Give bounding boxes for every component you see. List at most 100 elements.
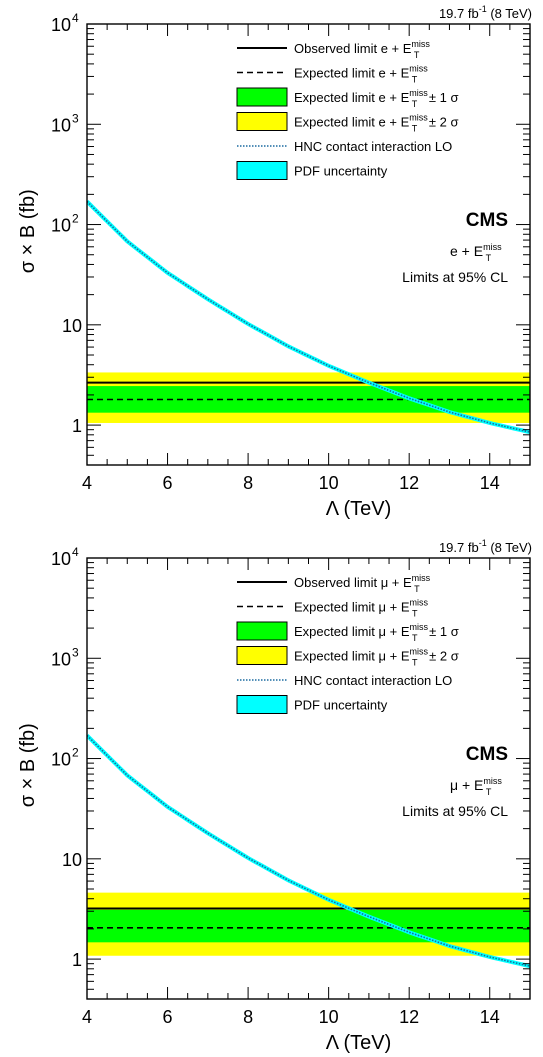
y-axis-title: σ × B (fb) <box>17 723 39 807</box>
legend-text: Expected limit e + E <box>294 66 410 81</box>
x-tick-label: 8 <box>243 1007 253 1027</box>
legend-label: Expected limit μ + Emiss T <box>294 598 429 619</box>
y-tick-exponent: 3 <box>72 645 79 659</box>
plot-area <box>87 200 530 435</box>
legend-text: Expected limit e + E <box>294 115 410 130</box>
y-tick-label: 10 <box>51 15 71 35</box>
legend-suffix: ± 2 σ <box>425 115 458 130</box>
y-axis-title: σ × B (fb) <box>17 189 39 273</box>
x-tick-label: 6 <box>163 1007 173 1027</box>
cms-label: CMS <box>466 744 508 765</box>
y-tick-label: 10 <box>51 649 71 669</box>
y-tick-base: 10 <box>51 750 71 770</box>
legend-label: HNC contact interaction LO <box>294 673 452 688</box>
legend-sub: T <box>412 99 418 109</box>
legend-sub: T <box>412 124 418 134</box>
theory-curve <box>87 200 530 433</box>
legend-sub: T <box>414 584 420 594</box>
lumi-unit-exponent: -1 <box>479 4 487 14</box>
legend-sup: miss <box>409 88 428 98</box>
legend-label: Expected limit μ + Emiss T ± 1 σ <box>294 622 459 643</box>
y-tick-label: 10 <box>51 750 71 770</box>
channel-label: e + Emiss T <box>450 242 502 263</box>
y-tick-base: 10 <box>51 115 71 135</box>
channel-sup: miss <box>483 242 502 252</box>
legend-label: Observed limit μ + Emiss T <box>294 573 431 594</box>
band-1sigma <box>87 909 530 943</box>
legend-label: Expected limit e + Emiss T <box>294 64 428 85</box>
y-tick-base: 10 <box>62 316 82 336</box>
legend-text: Expected limit μ + E <box>294 600 410 615</box>
x-tick-label: 12 <box>399 473 419 493</box>
x-axis-title: Λ (TeV) <box>326 1032 392 1054</box>
x-tick-label: 10 <box>319 1007 339 1027</box>
lumi-unit-exponent: -1 <box>479 538 487 548</box>
legend-sub: T <box>412 658 418 668</box>
theory-curve <box>87 734 530 967</box>
y-tick-label: 10 <box>51 216 71 236</box>
y-tick-label: 1 <box>72 950 82 970</box>
legend-label: HNC contact interaction LO <box>294 139 452 154</box>
legend-text: Observed limit μ + E <box>294 575 412 590</box>
x-tick-label: 12 <box>399 1007 419 1027</box>
y-tick-exponent: 2 <box>72 212 79 226</box>
legend-swatch-green-box <box>236 87 288 107</box>
channel-sub: T <box>486 253 492 263</box>
legend-suffix: ± 2 σ <box>426 649 459 664</box>
y-tick-base: 1 <box>72 416 82 436</box>
legend-sub: T <box>412 75 418 85</box>
legend-sub: T <box>412 633 418 643</box>
legend-sup: miss <box>409 113 428 123</box>
luminosity-label: 19.7 fb-1 (8 TeV) <box>439 4 532 21</box>
legend-swatch-green-box <box>236 621 288 641</box>
y-tick-label: 10 <box>62 850 82 870</box>
cl-label: Limits at 95% CL <box>402 803 508 819</box>
channel-text: e + E <box>450 243 483 259</box>
legend-text: PDF uncertainty <box>294 164 388 179</box>
channel-sup: miss <box>483 776 502 786</box>
y-tick-exponent: 2 <box>72 746 79 760</box>
channel-text: μ + E <box>450 777 483 793</box>
cms-label: CMS <box>466 210 508 231</box>
legend-label: Expected limit e + Emiss T ± 1 σ <box>294 88 458 109</box>
legend-swatch-cyan-box <box>236 695 288 714</box>
legend-label: Expected limit μ + Emiss T ± 2 σ <box>294 647 459 668</box>
y-tick-label: 10 <box>51 115 71 135</box>
y-tick-label: 10 <box>51 549 71 569</box>
legend-suffix: ± 1 σ <box>425 90 458 105</box>
y-tick-label: 1 <box>72 416 82 436</box>
legend-swatch-yellow-box <box>236 112 288 131</box>
lumi-energy: (8 TeV) <box>487 540 532 555</box>
x-tick-label: 8 <box>243 473 253 493</box>
legend-swatch-yellow-box <box>236 646 288 665</box>
legend-suffix: ± 1 σ <box>426 624 459 639</box>
lumi-value: 19.7 fb <box>439 6 479 21</box>
legend-label: Observed limit e + Emiss T <box>294 39 430 60</box>
legend-text: Expected limit e + E <box>294 90 410 105</box>
legend-sup: miss <box>410 647 429 657</box>
y-tick-exponent: 4 <box>72 11 79 25</box>
channel-sub: T <box>486 787 492 797</box>
legend-sup: miss <box>410 622 429 632</box>
legend-sub: T <box>412 609 418 619</box>
legend-label: PDF uncertainty <box>294 164 388 179</box>
y-tick-base: 10 <box>51 549 71 569</box>
y-tick-base: 10 <box>51 216 71 236</box>
plot-area <box>87 734 530 969</box>
x-axis-title: Λ (TeV) <box>326 498 392 520</box>
legend-sup: miss <box>412 573 431 583</box>
luminosity-label: 19.7 fb-1 (8 TeV) <box>439 538 532 555</box>
y-tick-exponent: 3 <box>72 111 79 125</box>
x-tick-label: 6 <box>163 473 173 493</box>
x-tick-label: 14 <box>480 473 500 493</box>
x-tick-label: 4 <box>82 473 92 493</box>
lumi-energy: (8 TeV) <box>487 6 532 21</box>
legend-sup: miss <box>411 39 430 49</box>
legend-text: Observed limit e + E <box>294 41 412 56</box>
y-tick-label: 10 <box>62 316 82 336</box>
legend-label: PDF uncertainty <box>294 698 388 713</box>
y-tick-base: 10 <box>51 15 71 35</box>
